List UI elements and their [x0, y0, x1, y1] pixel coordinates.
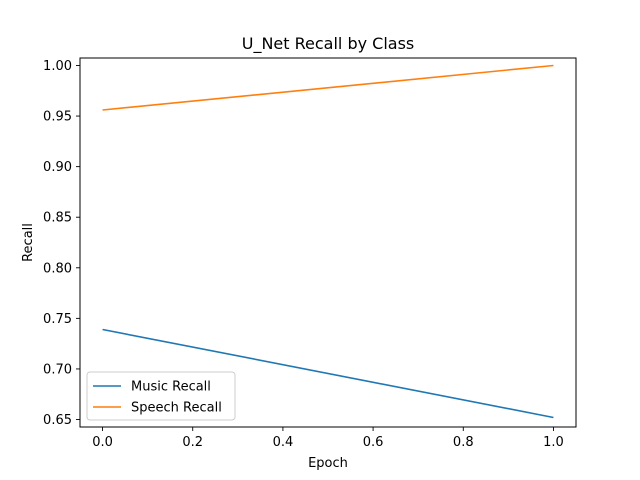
series-line-2: [102, 64, 554, 111]
y-tick-label: 0.95: [43, 110, 72, 125]
x-axis-label: Epoch: [308, 456, 348, 471]
y-tick-label: 0.75: [43, 312, 72, 327]
series-line-1: [102, 328, 554, 419]
y-tick-label: 0.80: [43, 261, 72, 276]
legend: Music Recall Speech Recall: [86, 371, 236, 421]
legend-label: Music Recall: [131, 380, 211, 395]
x-tick-label: 1.0: [543, 435, 564, 450]
y-tick-label: 0.85: [43, 211, 72, 226]
legend-box: [86, 371, 236, 421]
y-tick-label: 0.90: [43, 160, 72, 175]
x-tick-label: 0.0: [92, 435, 113, 450]
x-tick-label: 0.8: [453, 435, 474, 450]
plot-frame: [79, 57, 577, 428]
y-tick-label: 0.70: [43, 362, 72, 377]
series-layer: [102, 64, 554, 419]
plot-area: [80, 58, 576, 427]
legend-label: Speech Recall: [131, 401, 222, 416]
y-axis: 0.65 0.70 0.75 0.80 0.85 0.90 0.95 1.00: [43, 59, 80, 428]
y-axis-label: Recall: [21, 223, 36, 262]
x-tick-label: 0.4: [273, 435, 294, 450]
y-tick-label: 0.65: [43, 413, 72, 428]
y-tick-label: 1.00: [43, 59, 72, 74]
x-tick-label: 0.2: [182, 435, 203, 450]
chart-title: U_Net Recall by Class: [242, 34, 415, 54]
x-tick-label: 0.6: [363, 435, 384, 450]
x-axis: 0.0 0.2 0.4 0.6 0.8 1.0: [92, 427, 564, 450]
